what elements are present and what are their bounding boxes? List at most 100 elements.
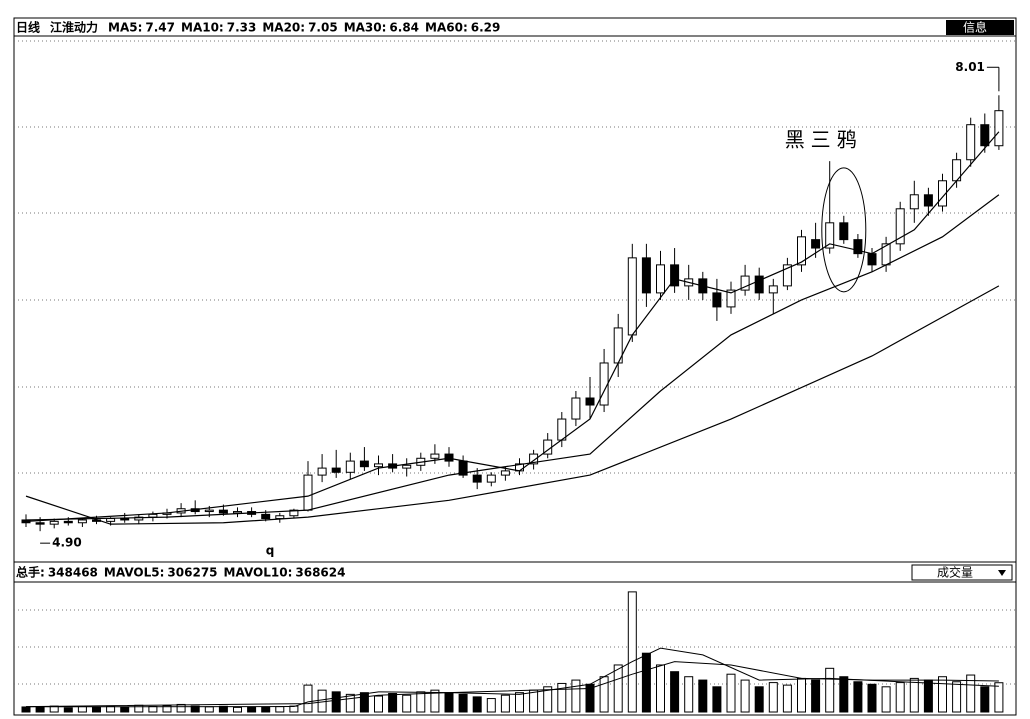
volume-bar [21,706,31,713]
volume-bar [35,706,45,713]
volume-bar [797,677,806,713]
volume-bar [444,692,454,713]
dropdown-arrow[interactable] [998,570,1006,576]
volume-bar [740,679,750,713]
indicator-select[interactable] [911,564,1013,581]
volume-bar [811,679,821,713]
legend-value: 7.05 [308,21,338,35]
volume-bar [895,682,905,713]
volume-bar [909,677,919,713]
legend-value: 7.33 [227,21,257,35]
legend-label: MAVOL10: [224,566,293,580]
volume-bar [867,683,877,713]
candle-body [670,264,680,287]
candle-body [317,467,327,476]
volume-bar [303,684,313,713]
indicator-select-label[interactable]: 成交量 [937,565,973,580]
volume-bar [162,705,172,713]
volume-bar [839,676,849,713]
volume-bar [261,706,271,713]
volume-bar [416,691,426,713]
candle-body [35,522,45,525]
volume-bar [994,682,1004,713]
candle-body [557,418,567,441]
candle-body [641,257,651,294]
volume-bar [952,681,962,713]
candle-body [77,519,87,524]
volume-bar [768,682,778,713]
candle-body [529,453,539,465]
info-button[interactable] [946,20,1014,35]
volume-bar [515,692,524,713]
volume-bar [472,696,482,713]
ma-line [25,285,1000,525]
candle-body [430,453,440,459]
ma-line [25,661,999,708]
legend-label: MAVOL5: [104,566,165,580]
volume-bar [331,691,341,713]
candle-body [571,397,581,420]
volume-bar [359,692,369,713]
volume-bar [402,694,412,713]
volume-bar [190,705,200,713]
volume-bar [218,705,228,713]
candle-body [472,474,482,483]
marker: q [266,544,275,558]
candle-body [63,520,73,524]
grid [14,40,1016,685]
volume-bar [317,689,327,713]
legend-label: 总手: [16,565,45,580]
candle-body [966,124,976,161]
volume-bar [782,684,792,713]
legend-value: 6.84 [389,21,419,35]
volume-bar [613,664,623,713]
candle-body [303,474,313,511]
candle-body [359,460,369,468]
volume-bar [529,689,539,713]
candle-body [275,515,285,520]
candle-body [754,275,764,294]
volume-bar [63,707,73,713]
legend-value: 7.47 [145,21,175,35]
candle-body [289,509,299,517]
candle-body [261,513,271,520]
candle-body [811,239,821,249]
candle-body [994,110,1004,147]
legend-value: 6.29 [471,21,501,35]
candle-body [726,289,736,308]
candle-body [345,460,355,473]
min-label: 4.90 [52,536,82,550]
stock-name: 江淮动力 [50,20,98,35]
legend-label: MA60: [425,21,468,35]
volume-bar [726,673,736,713]
volume-bar [670,671,680,713]
volume-bar [571,679,581,713]
volume-bar [712,686,722,713]
candle-body [909,194,919,210]
volume-bar [698,679,708,713]
volume-bar [458,693,468,713]
legend-label: MA20: [262,21,305,35]
candle-body [204,509,214,513]
volume-bar [233,706,242,713]
volume-bar [641,652,651,713]
info-label[interactable]: 信息 [963,20,987,35]
candle-body [486,474,496,483]
volume-bar [754,686,764,713]
candle-body [825,222,835,249]
volume-bar [923,679,933,713]
candle-body [895,208,905,245]
max-label: 8.01 [955,60,985,74]
candle-body [444,453,454,462]
candle-body [49,520,59,525]
candle-body [768,285,778,294]
candle-body [867,253,877,266]
candle-body [233,511,242,514]
volume-bar [77,706,87,713]
legend-value: 368624 [295,566,345,580]
volume-bar [388,693,398,713]
volume-bar [148,705,158,713]
volume-bar [599,676,609,713]
candle-body [923,194,933,207]
